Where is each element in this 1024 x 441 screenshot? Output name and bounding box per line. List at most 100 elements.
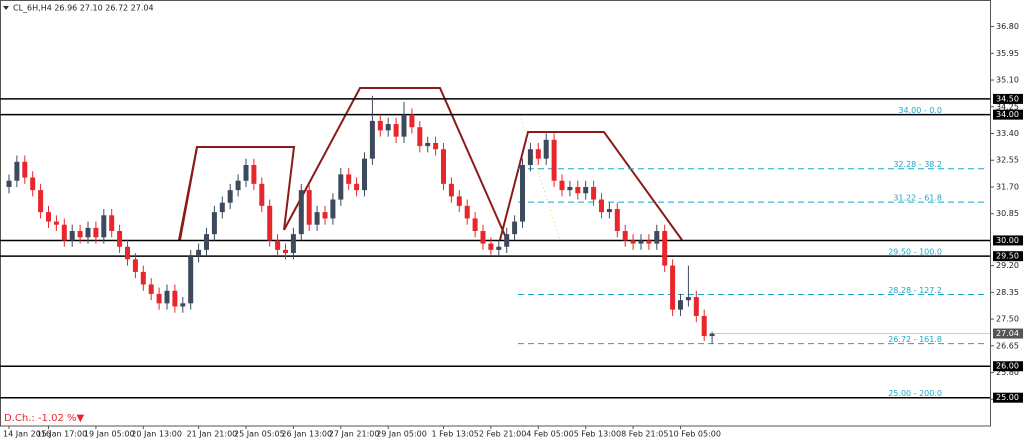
fib-label: 34.00 - 0.0 — [898, 106, 942, 115]
candle-body — [188, 256, 194, 304]
level-label: 34.50 — [996, 94, 1019, 103]
y-tick-label: 36.80 — [996, 22, 1019, 31]
candle-body — [393, 124, 399, 137]
candle-body — [543, 139, 549, 159]
x-tick-label: 5 Feb 13:00 — [574, 430, 621, 439]
x-tick-label: 27 Jan 21:00 — [329, 430, 380, 439]
fib-label: 32.28 - 38.2 — [893, 160, 942, 169]
candle-body — [243, 164, 249, 181]
fib-label: 28.28 - 127.2 — [888, 286, 942, 295]
candle-body — [409, 114, 415, 128]
x-tick-label: 8 Feb 21:05 — [621, 430, 668, 439]
level-label: 26.00 — [996, 362, 1019, 371]
candle-body — [85, 227, 91, 238]
candle-body — [662, 231, 668, 266]
x-tick-label: 25 Jan 05:05 — [234, 430, 285, 439]
candle-body — [53, 221, 59, 225]
candle-body — [464, 205, 470, 219]
candle-body — [701, 315, 707, 337]
pattern-lines — [178, 87, 683, 241]
candle-body — [164, 290, 170, 304]
candle-body — [685, 297, 691, 301]
x-tick-label: 21 Jan 21:00 — [187, 430, 238, 439]
candle-body — [338, 174, 344, 200]
y-tick-label: 26.65 — [996, 341, 1019, 350]
candle-body — [670, 265, 676, 310]
daily-change: D.Ch.: -1.02 %▼ — [4, 413, 84, 424]
y-tick-label: 35.95 — [996, 49, 1019, 58]
fib-label: 26.72 - 161.8 — [888, 335, 942, 344]
pattern-shoulder-right — [499, 131, 683, 241]
candle-body — [148, 284, 154, 294]
candle-body — [567, 186, 573, 191]
candle-body — [93, 227, 99, 238]
y-tick-label: 32.55 — [996, 156, 1019, 165]
x-tick-label: 1 Feb 13:05 — [432, 430, 479, 439]
candle-body — [622, 231, 628, 241]
candle-body — [109, 215, 115, 232]
candle-body — [512, 221, 518, 235]
candle-body — [267, 205, 273, 241]
candle-body — [480, 231, 486, 244]
level-box — [993, 392, 1023, 403]
candle-body — [448, 183, 454, 197]
candle-body — [535, 149, 541, 159]
candle-body — [172, 290, 178, 307]
candle-body — [678, 300, 683, 310]
candle-body — [369, 120, 375, 159]
y-tick-label: 25.80 — [996, 368, 1019, 377]
y-tick-label: 29.20 — [996, 261, 1019, 270]
candle-body — [599, 199, 604, 213]
x-tick-label: 19 Jan 05:00 — [84, 430, 135, 439]
candle-body — [140, 271, 146, 285]
candle-body — [22, 161, 28, 178]
candle-body — [472, 218, 478, 232]
y-tick-label: 33.40 — [996, 129, 1019, 138]
candle-body — [14, 161, 20, 181]
x-tick-label: 4 Feb 05:00 — [526, 430, 573, 439]
candle-body — [290, 234, 296, 254]
candle-body — [591, 186, 597, 200]
level-box — [993, 251, 1023, 262]
level-box — [993, 93, 1023, 104]
candle-body — [196, 249, 202, 257]
y-tick-label: 31.70 — [996, 182, 1019, 191]
candle-body — [156, 293, 162, 304]
fib-label: 31.22 - 61.8 — [893, 194, 942, 203]
candle-body — [504, 234, 510, 247]
candle-body — [298, 190, 304, 235]
candle-body — [330, 199, 336, 219]
y-tick-label: 34.25 — [996, 102, 1019, 111]
candle-body — [385, 124, 391, 131]
candle-body — [362, 158, 367, 191]
candle-body — [425, 142, 431, 147]
candle-body — [235, 180, 241, 191]
candle-body — [693, 297, 699, 316]
candle-body — [30, 177, 36, 191]
candle-body — [401, 114, 407, 137]
candle-body — [575, 186, 581, 194]
candle-body — [251, 164, 257, 184]
candle-body — [559, 180, 565, 191]
candle-body — [219, 202, 225, 213]
x-tick-label: 2 Feb 21:00 — [479, 430, 526, 439]
level-label: 30.00 — [996, 236, 1019, 245]
candle-body — [117, 231, 123, 247]
candle-body — [630, 240, 636, 244]
candle-body — [314, 212, 320, 225]
candle-body — [709, 333, 715, 337]
y-tick-label: 28.35 — [996, 288, 1019, 297]
level-box — [993, 109, 1023, 120]
chart-title: CL_6H,H4 26.96 27.10 26.72 27.04 — [13, 4, 154, 13]
candle-body — [520, 164, 525, 222]
candle-body — [638, 240, 644, 244]
candle-body — [654, 231, 660, 244]
x-tick-label: 15 Jan 17:00 — [37, 430, 88, 439]
candle-body — [227, 190, 233, 203]
x-tick-label: 10 Feb 05:00 — [669, 430, 721, 439]
candle-body — [377, 120, 383, 131]
candle-body — [77, 231, 83, 238]
candle-body — [322, 212, 328, 219]
x-tick-label: 26 Jan 13:00 — [281, 430, 332, 439]
candle-body — [61, 224, 67, 241]
